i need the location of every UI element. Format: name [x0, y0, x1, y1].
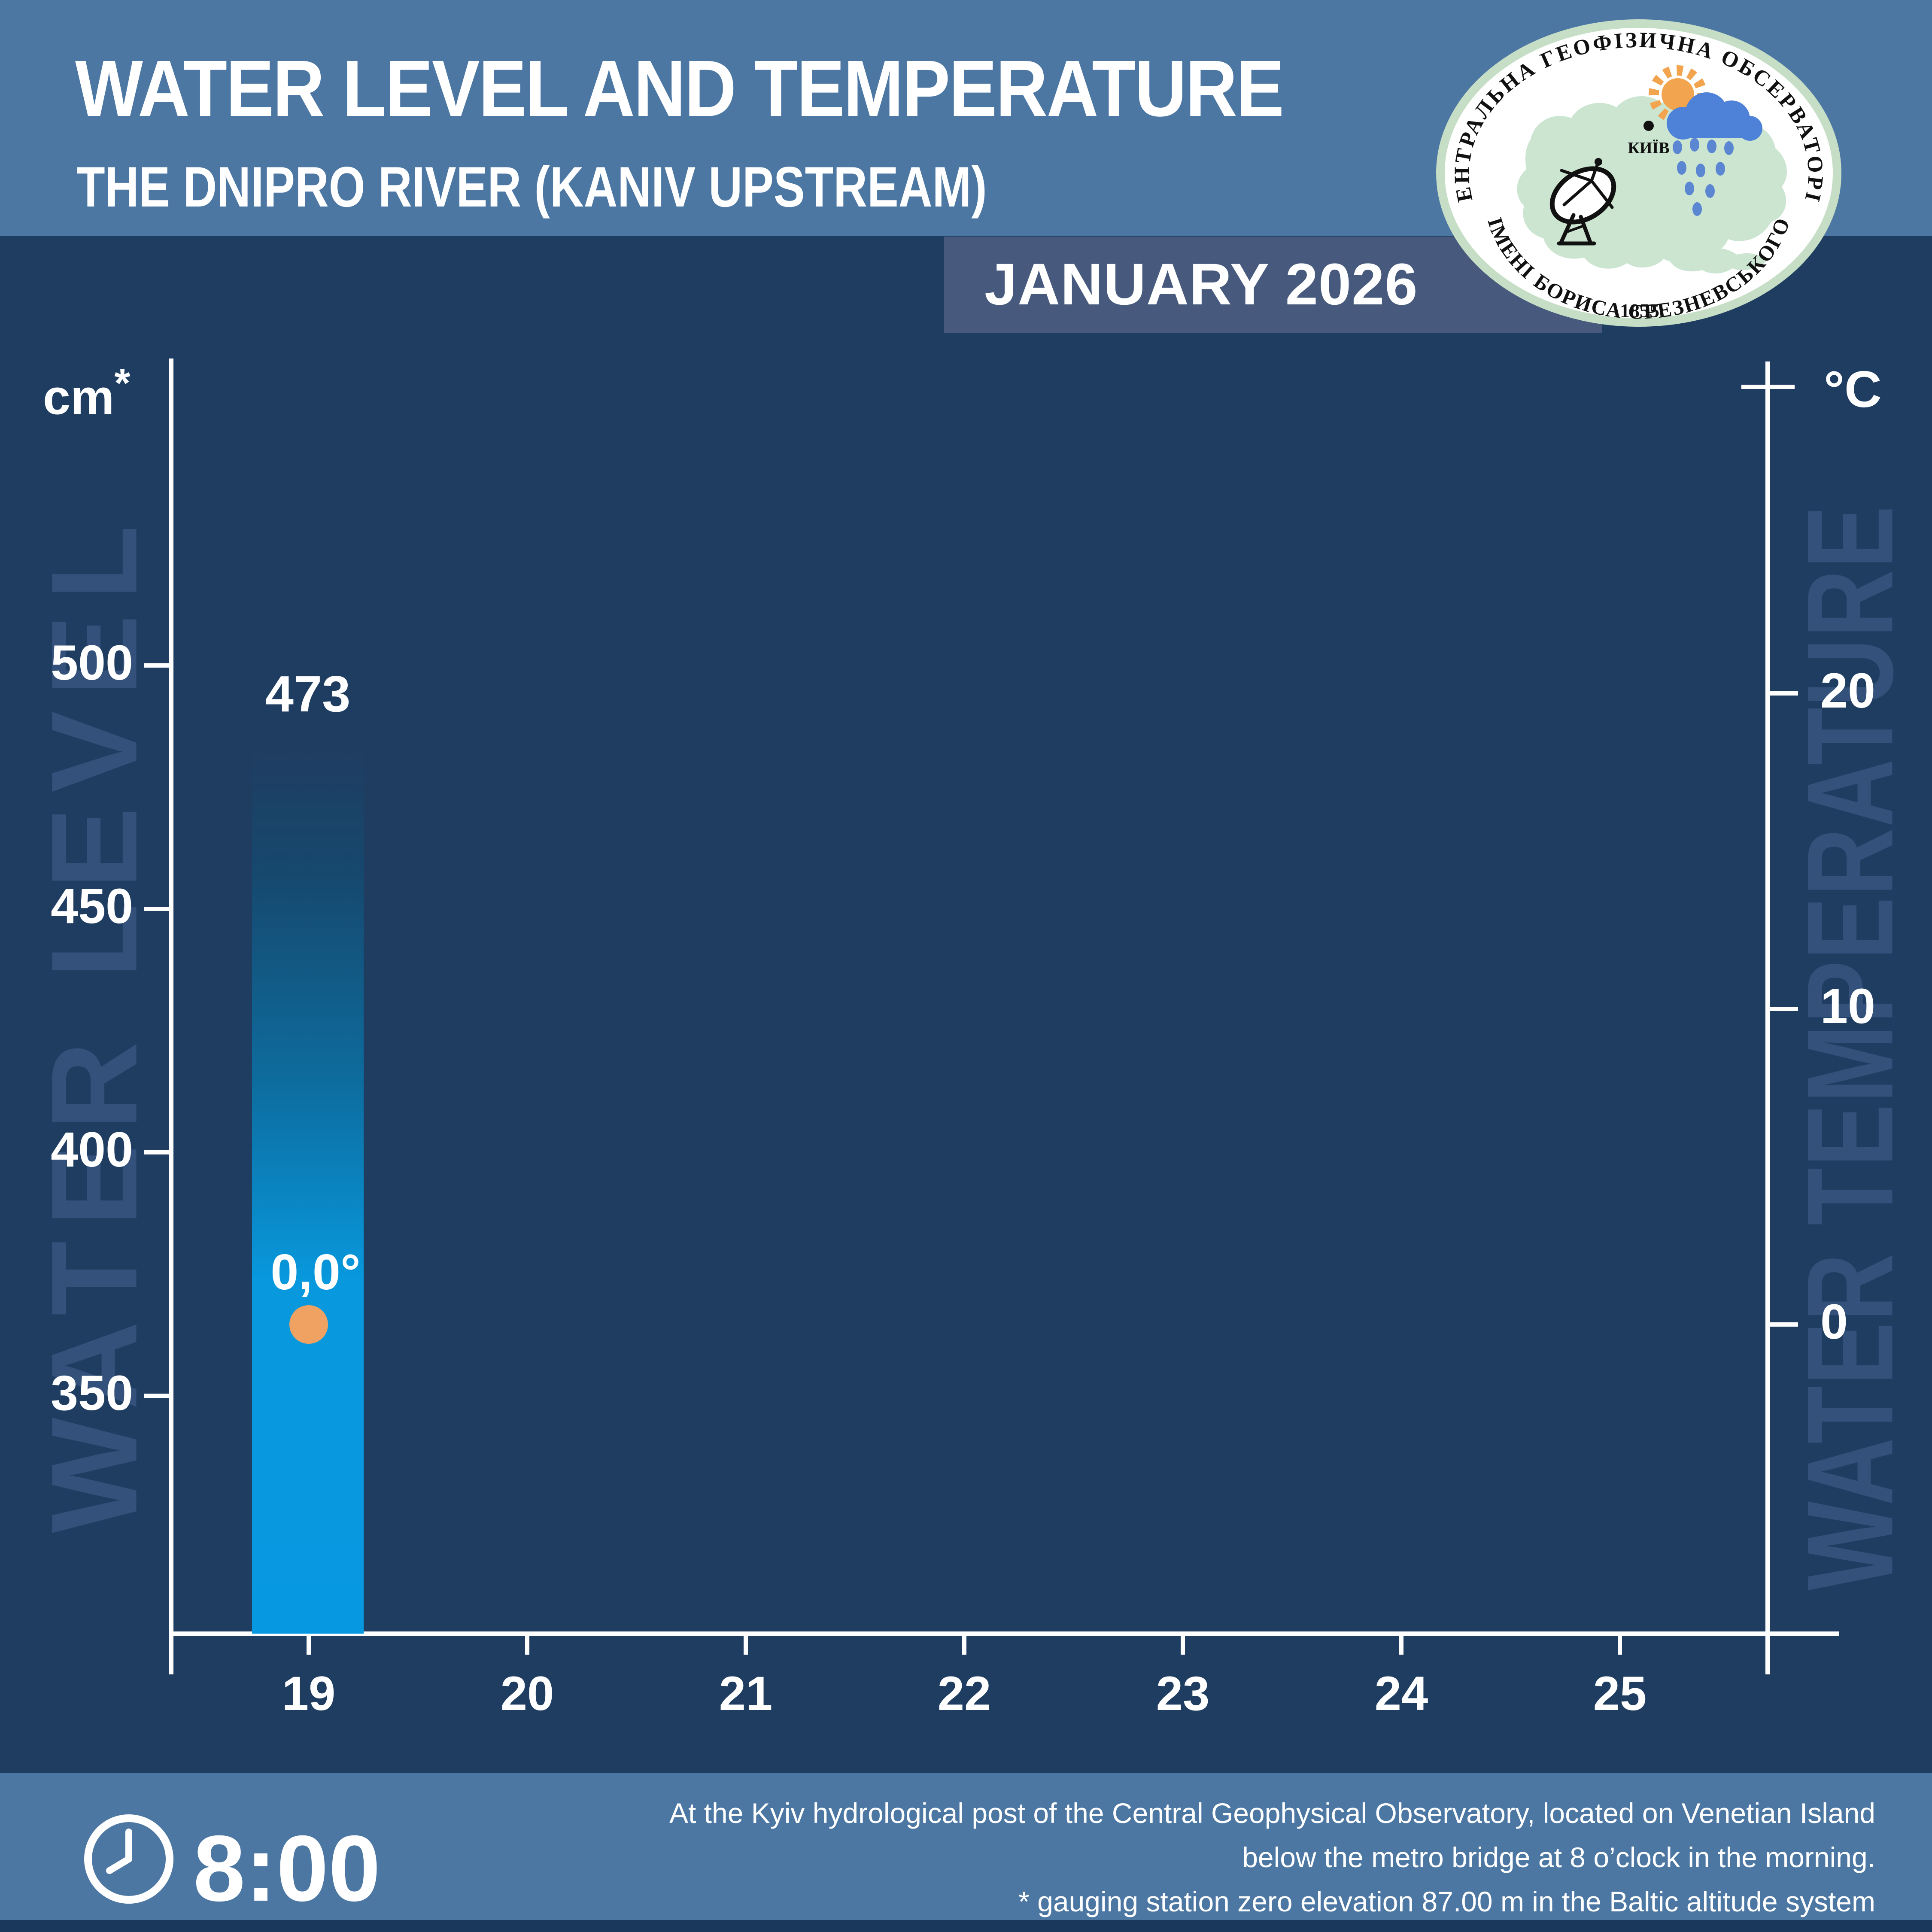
day-label-22: 22: [937, 1667, 991, 1720]
day-tick-25: [1618, 1636, 1622, 1655]
c-tick-20: [1770, 691, 1798, 696]
cm-tick-450: [144, 907, 169, 911]
footer-band: [0, 1773, 1932, 1920]
clock-icon: [84, 1814, 173, 1904]
day-tick-23: [1181, 1636, 1185, 1655]
left-axis-spine: [169, 358, 173, 1674]
satellite-dish-icon: [1549, 158, 1616, 246]
footer-note-line-2: below the metro bridge at 8 o’clock in t…: [1242, 1841, 1875, 1873]
footer-note: At the Kyiv hydrological post of the Cen…: [501, 1791, 1875, 1924]
page-title: WATER LEVEL AND TEMPERATURE: [75, 44, 1284, 133]
cm-tick-500: [144, 663, 169, 668]
day-label-21: 21: [719, 1667, 773, 1720]
day-tick-19: [307, 1636, 311, 1655]
day-label-25: 25: [1593, 1667, 1647, 1720]
x-axis-baseline: [169, 1631, 1839, 1636]
crimea-shape: [1665, 245, 1766, 273]
bottom-strip: [0, 1920, 1932, 1932]
day-tick-20: [525, 1636, 529, 1655]
month-banner-label: JANUARY 2026: [984, 252, 1418, 317]
kyiv-label: КИЇВ: [1628, 139, 1669, 157]
cm-tick-350: [144, 1394, 169, 1398]
cm-tick-label-500: 500: [51, 635, 133, 690]
left-axis-unit-label: cm*: [43, 360, 131, 425]
cm-tick-label-400: 400: [51, 1122, 133, 1177]
kyiv-dot: [1643, 121, 1654, 131]
rain-cloud-icon: [1667, 92, 1762, 141]
footer-note-line-3: * gauging station zero elevation 87.00 m…: [1018, 1886, 1875, 1917]
raindrops: [1673, 138, 1734, 216]
day-label-23: 23: [1156, 1667, 1210, 1720]
water-level-bar-day-19: [252, 750, 364, 1634]
day-tick-22: [962, 1636, 966, 1655]
day-label-19: 19: [282, 1667, 336, 1720]
right-axis-unit-label: °C: [1824, 361, 1882, 418]
day-tick-21: [744, 1636, 748, 1655]
observatory-logo: КИЇВ ЦЕНТРАЛЬНА ГЕОФІЗИЧНА ОБСЕРВАТОРІЯ …: [1432, 11, 1841, 327]
c-tick-label-20: 20: [1820, 663, 1875, 718]
right-axis-spine: [1765, 361, 1770, 1674]
cm-tick-label-450: 450: [51, 879, 133, 934]
page-subtitle: THE DNIPRO RIVER (KANIV UPSTREAM): [76, 155, 987, 219]
cm-tick-label-350: 350: [51, 1366, 133, 1421]
c-tick-10: [1770, 1007, 1798, 1011]
day-label-24: 24: [1374, 1667, 1428, 1720]
day-label-20: 20: [500, 1667, 554, 1720]
right-axis-top-tick: [1741, 385, 1795, 389]
c-tick-label-0: 0: [1820, 1294, 1848, 1349]
footer-note-line-1: At the Kyiv hydrological post of the Cen…: [669, 1797, 1875, 1829]
temperature-value-label: 0,0°: [270, 1244, 361, 1300]
gauging-station-asterisk: *: [114, 360, 131, 406]
observation-time: 8:00: [193, 1817, 381, 1921]
c-tick-0: [1770, 1322, 1798, 1327]
water-level-value-label: 473: [265, 665, 351, 723]
temperature-dot-day-19: [289, 1305, 328, 1344]
logo-year: 1855: [1620, 300, 1659, 322]
day-tick-24: [1399, 1636, 1403, 1655]
c-tick-label-10: 10: [1820, 979, 1875, 1034]
cm-tick-400: [144, 1150, 169, 1154]
